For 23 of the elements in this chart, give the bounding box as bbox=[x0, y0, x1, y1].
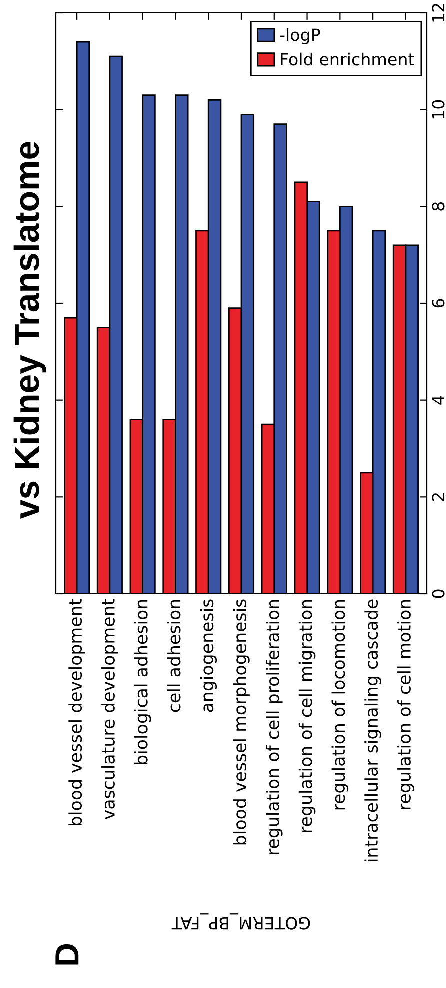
x-tick-label: cell adhesion bbox=[167, 600, 181, 712]
y-tick-label: 12 bbox=[432, 4, 445, 22]
y-tick-label: 8 bbox=[432, 202, 445, 211]
y-tick-label: 4 bbox=[432, 396, 445, 405]
x-tick-label: regulation of cell proliferation bbox=[266, 600, 283, 854]
text: D bbox=[56, 944, 79, 965]
y-tick-label: 2 bbox=[432, 494, 445, 502]
y-tick-label: 6 bbox=[432, 299, 445, 308]
x-tick-label: regulation of cell motion bbox=[398, 600, 414, 810]
x-tick-label: blood vessel morphogenesis bbox=[233, 600, 250, 845]
legend-label: Fold enrichment bbox=[281, 52, 414, 66]
y-tick-label: 10 bbox=[432, 100, 445, 119]
x-tick-label: intracellular signaling cascade bbox=[364, 600, 382, 862]
text: vs Kidney Translatome bbox=[14, 142, 46, 519]
x-tick-label: regulation of locomotion bbox=[332, 600, 349, 810]
x-tick-label: regulation of cell migration bbox=[298, 600, 316, 832]
x-tick-label: biological adhesion bbox=[134, 600, 152, 764]
y-tick-label: 0 bbox=[432, 590, 445, 598]
x-tick-label: blood vessel development bbox=[68, 599, 86, 826]
x-axis-title: GOTERM_BP_FAT bbox=[172, 914, 310, 930]
legend-label: -logP bbox=[280, 28, 320, 45]
x-tick-label: vasculature development bbox=[102, 599, 118, 820]
x-tick-label: angiogenesis bbox=[200, 600, 218, 712]
